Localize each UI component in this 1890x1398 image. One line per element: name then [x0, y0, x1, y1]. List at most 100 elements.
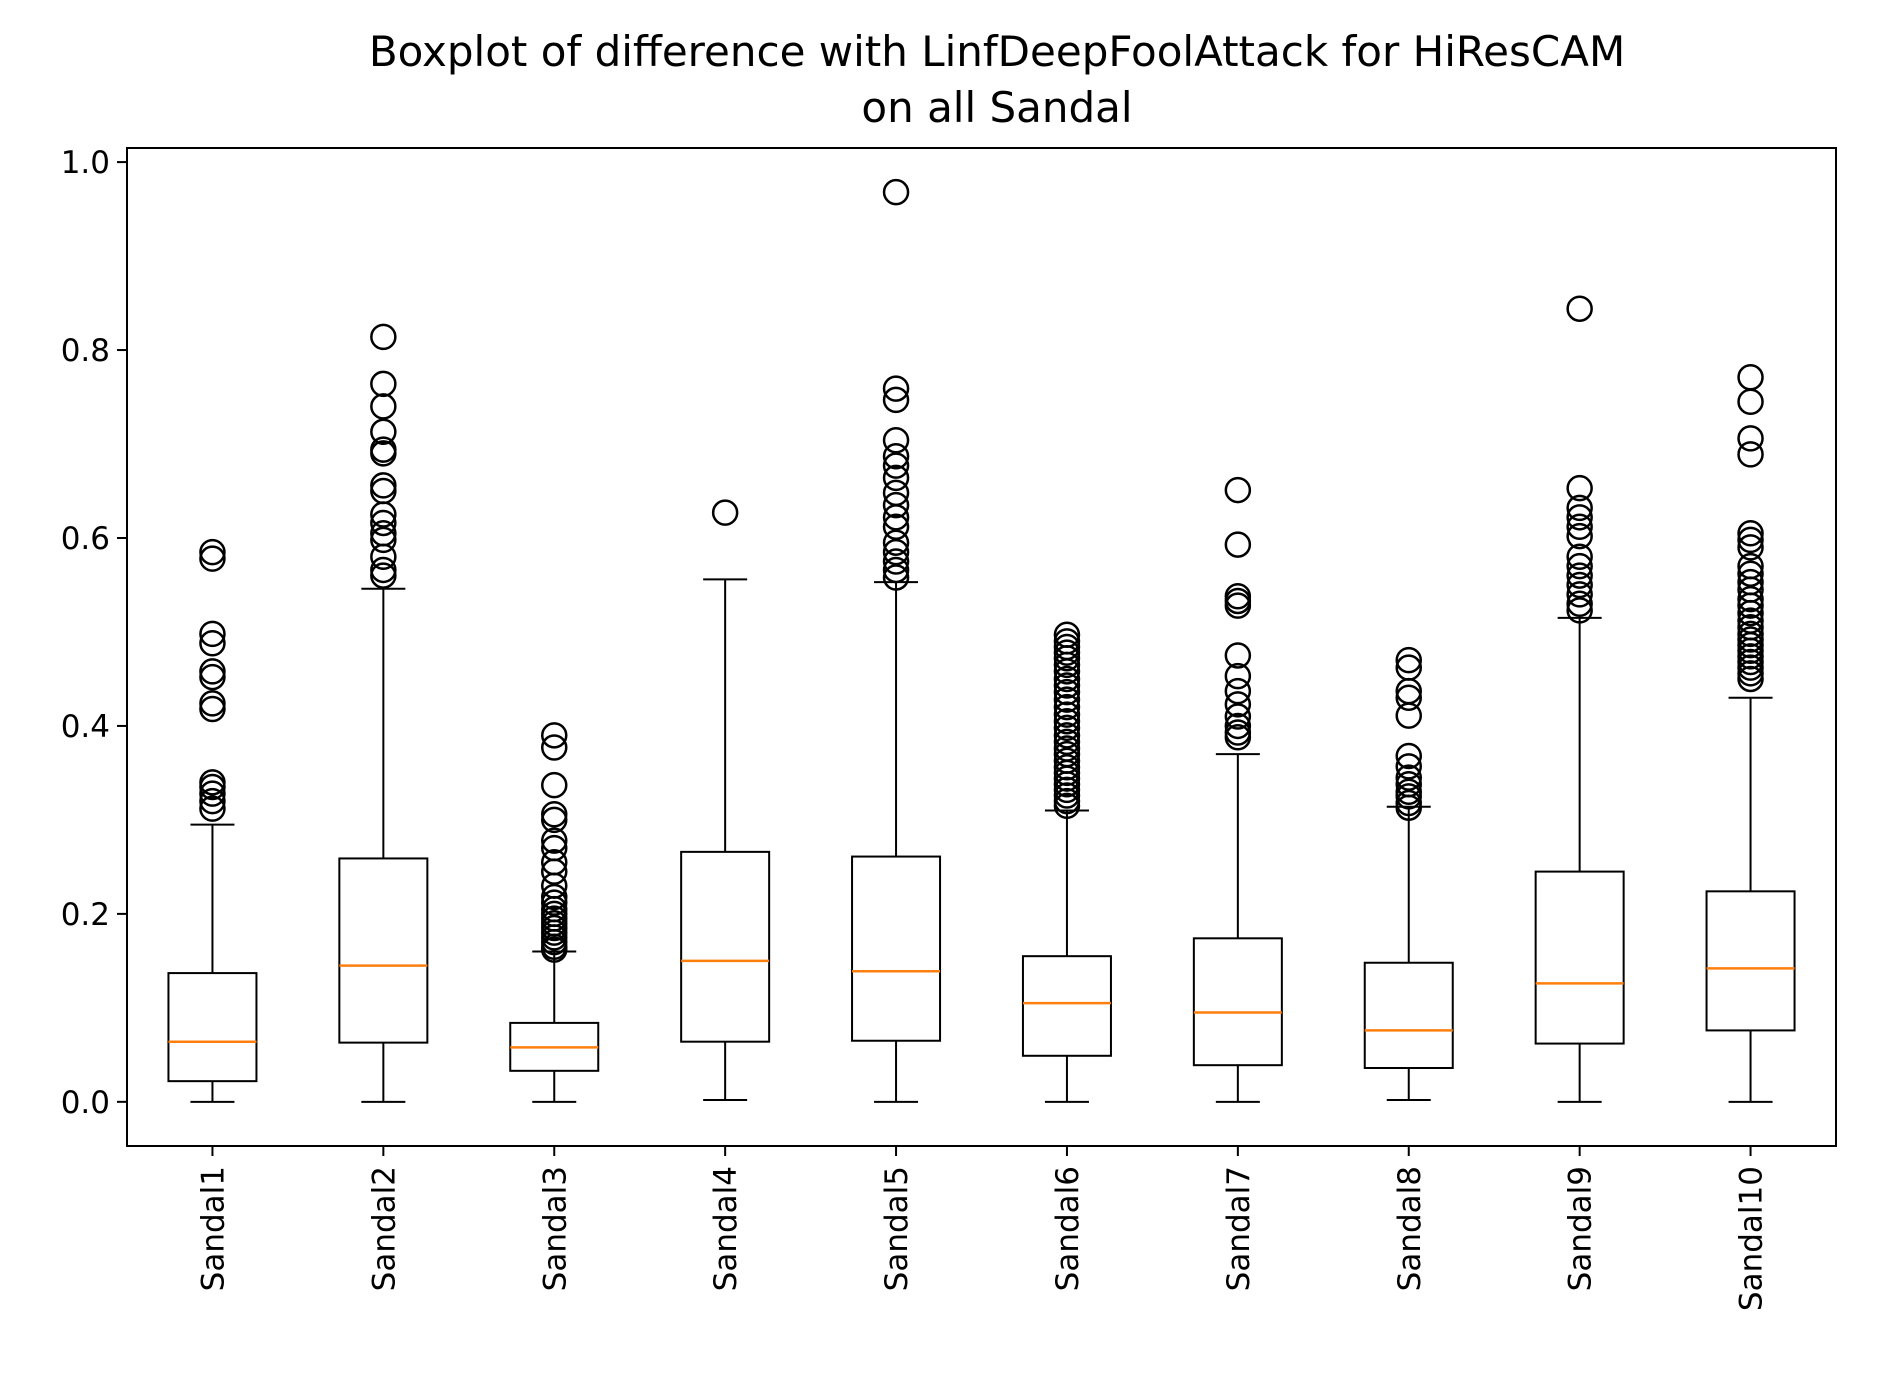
outlier-point — [1566, 522, 1593, 550]
outlier-point — [541, 936, 568, 963]
outlier-point — [1395, 702, 1422, 729]
outlier-point — [1224, 662, 1252, 690]
outlier-point — [199, 795, 226, 822]
outlier-point — [370, 440, 397, 467]
y-axis: 0.0 0.2 0.4 0.6 0.8 1.0 — [61, 145, 127, 1121]
iqr-box — [680, 850, 771, 1043]
outlier-point — [1224, 703, 1252, 730]
outlier-point — [1053, 686, 1081, 713]
y-tick-label: 0.6 — [61, 521, 110, 557]
outlier-point — [882, 452, 910, 479]
outlier-point — [1053, 759, 1081, 787]
x-tick-label: Sandal10 — [1734, 1166, 1770, 1311]
outlier-point — [1053, 678, 1081, 706]
outlier-point — [1737, 620, 1764, 648]
outlier-point — [370, 556, 397, 584]
outlier-point — [1395, 753, 1422, 780]
iqr-box — [167, 972, 258, 1083]
outlier-point — [1053, 658, 1081, 685]
outlier-point — [1053, 770, 1081, 798]
box-sandal4 — [680, 499, 771, 1101]
outlier-point — [1566, 590, 1593, 618]
y-tick-label: 0.8 — [61, 333, 110, 369]
outlier-point — [199, 690, 226, 717]
outlier-point — [1053, 776, 1081, 804]
x-axis: Sandal1 Sandal2 Sandal3 Sandal4 Sandal5 Sanda… — [195, 1146, 1770, 1311]
outlier-point — [1737, 637, 1764, 665]
outlier-point — [1737, 526, 1764, 554]
iqr-box — [1192, 937, 1283, 1067]
box-sandal6 — [1021, 621, 1112, 1103]
y-tick-label: 1.0 — [61, 145, 110, 181]
outlier-point — [1737, 631, 1764, 659]
outlier-point — [541, 806, 568, 834]
outlier-point — [882, 538, 910, 566]
plot-area-frame — [126, 147, 1837, 1147]
outlier-point — [882, 548, 910, 575]
box-sandal8 — [1363, 646, 1454, 1101]
outlier-point — [1737, 520, 1764, 547]
box-sandal2 — [338, 323, 429, 1103]
outlier-point — [541, 734, 568, 761]
outlier-point — [882, 504, 910, 531]
outlier-point — [1737, 654, 1764, 681]
x-tick-label: Sandal3 — [537, 1166, 573, 1291]
x-tick-label: Sandal8 — [1392, 1166, 1428, 1291]
x-tick-label: Sandal2 — [366, 1166, 402, 1291]
outlier-point — [1395, 684, 1422, 711]
outlier-point — [1566, 552, 1593, 580]
outlier-point — [1395, 764, 1422, 791]
outlier-point — [882, 564, 910, 591]
outlier-point — [199, 695, 226, 723]
outlier-point — [1566, 504, 1593, 531]
box-sandal10 — [1705, 364, 1796, 1103]
outlier-point — [711, 499, 739, 526]
outlier-point — [1224, 691, 1252, 718]
outlier-point — [1053, 645, 1081, 672]
outlier-point — [1224, 592, 1252, 619]
outlier-point — [1737, 534, 1764, 561]
outlier-point — [1053, 707, 1081, 735]
x-tick-label: Sandal6 — [1050, 1166, 1086, 1291]
outlier-point — [1053, 765, 1081, 792]
outlier-point — [541, 801, 568, 828]
outlier-point — [199, 663, 226, 691]
y-tick-label: 0.2 — [61, 897, 110, 933]
outlier-point — [1737, 441, 1764, 468]
outlier-point — [370, 562, 397, 589]
outlier-point — [882, 178, 910, 206]
outlier-point — [199, 780, 226, 807]
outlier-point — [1053, 693, 1081, 721]
box-sandal5 — [851, 178, 942, 1103]
outlier-point — [1737, 425, 1764, 452]
iqr-box — [1363, 961, 1454, 1070]
iqr-box — [851, 855, 942, 1042]
iqr-box — [338, 857, 429, 1044]
y-tick-label: 0.0 — [61, 1085, 110, 1121]
outlier-point — [882, 491, 910, 519]
outlier-point — [1053, 639, 1081, 666]
outlier-point — [1566, 581, 1593, 608]
outlier-point — [882, 529, 910, 556]
outlier-point — [1395, 794, 1422, 821]
outlier-point — [1566, 597, 1593, 624]
y-tick-label: 0.4 — [61, 709, 110, 745]
box-sandal7 — [1192, 476, 1283, 1103]
outlier-point — [541, 883, 568, 911]
outlier-point — [370, 520, 397, 547]
outlier-point — [1737, 643, 1764, 670]
outlier-point — [1053, 714, 1081, 742]
outlier-point — [1053, 672, 1081, 699]
boxes-layer — [167, 178, 1796, 1103]
outlier-point — [370, 526, 397, 554]
iqr-box — [1705, 890, 1796, 1032]
outlier-point — [1737, 665, 1764, 693]
outlier-point — [1224, 476, 1252, 504]
chart-title: Boxplot of difference with LinfDeepFoolA… — [369, 27, 1625, 76]
box-sandal3 — [509, 722, 600, 1103]
outlier-point — [370, 501, 397, 528]
outlier-point — [199, 773, 226, 801]
outlier-point — [370, 370, 397, 398]
x-tick-label: Sandal7 — [1221, 1166, 1257, 1291]
